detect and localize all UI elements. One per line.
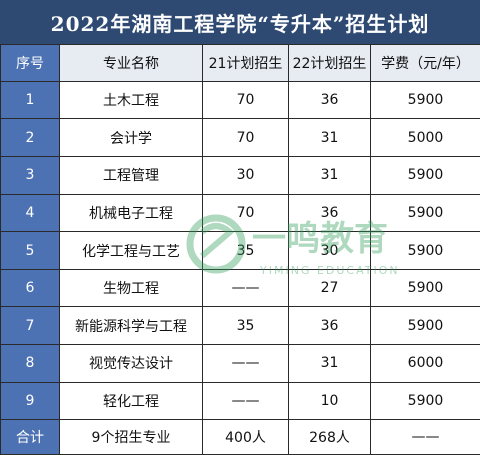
table-row: 1 土木工程 70 36 5900 xyxy=(0,80,480,120)
table-row: 3 工程管理 30 31 5900 xyxy=(0,155,480,195)
plan21-cell: 35 xyxy=(202,231,289,270)
total-row: 合计 9个招生专业 400人 268人 —— xyxy=(0,419,480,455)
major-name: 视觉传达设计 xyxy=(59,344,203,383)
plan22-cell: 31 xyxy=(288,155,371,195)
table-row: 8 视觉传达设计 —— 31 6000 xyxy=(0,344,480,383)
header-index: 序号 xyxy=(0,44,60,82)
plan21-cell: —— xyxy=(202,381,289,421)
fee-cell: 5900 xyxy=(370,155,480,195)
plan22-cell: 31 xyxy=(288,118,371,157)
total-plan22: 268人 xyxy=(288,419,371,455)
plan21-cell: 70 xyxy=(202,80,289,120)
header-major: 专业名称 xyxy=(59,44,203,82)
major-name: 化学工程与工艺 xyxy=(59,231,203,270)
row-index: 1 xyxy=(0,80,60,120)
major-name: 会计学 xyxy=(59,118,203,157)
table-row: 4 机械电子工程 70 36 5900 xyxy=(0,193,480,233)
major-name: 生物工程 xyxy=(59,268,203,308)
row-index: 2 xyxy=(0,118,60,157)
fee-cell: 5900 xyxy=(370,193,480,233)
major-name: 土木工程 xyxy=(59,80,203,120)
total-major-count: 9个招生专业 xyxy=(59,419,203,455)
major-name: 工程管理 xyxy=(59,155,203,195)
major-name: 新能源科学与工程 xyxy=(59,306,203,346)
plan22-cell: 10 xyxy=(288,381,371,421)
table-row: 9 轻化工程 —— 10 5900 xyxy=(0,381,480,421)
header-plan21: 21计划招生 xyxy=(202,44,289,82)
total-fee: —— xyxy=(370,419,480,455)
plan22-cell: 27 xyxy=(288,268,371,308)
plan21-cell: 35 xyxy=(202,306,289,346)
plan21-cell: 30 xyxy=(202,155,289,195)
row-index: 3 xyxy=(0,155,60,195)
plan22-cell: 30 xyxy=(288,231,371,270)
header-plan22: 22计划招生 xyxy=(288,44,371,82)
fee-cell: 5900 xyxy=(370,80,480,120)
fee-cell: 5900 xyxy=(370,268,480,308)
row-index: 9 xyxy=(0,381,60,421)
total-plan21: 400人 xyxy=(202,419,289,455)
plan22-cell: 36 xyxy=(288,80,371,120)
plan21-cell: —— xyxy=(202,344,289,383)
row-index: 4 xyxy=(0,193,60,233)
plan21-cell: —— xyxy=(202,268,289,308)
plan21-cell: 70 xyxy=(202,193,289,233)
total-label: 合计 xyxy=(0,419,60,455)
header-fee: 学费（元/年） xyxy=(370,44,480,82)
fee-cell: 6000 xyxy=(370,344,480,383)
table-row: 5 化学工程与工艺 35 30 5900 xyxy=(0,231,480,270)
table-row: 7 新能源科学与工程 35 36 5900 xyxy=(0,306,480,346)
fee-cell: 5900 xyxy=(370,306,480,346)
row-index: 5 xyxy=(0,231,60,270)
row-index: 7 xyxy=(0,306,60,346)
major-name: 轻化工程 xyxy=(59,381,203,421)
plan22-cell: 36 xyxy=(288,193,371,233)
fee-cell: 5900 xyxy=(370,381,480,421)
row-index: 8 xyxy=(0,344,60,383)
major-name: 机械电子工程 xyxy=(59,193,203,233)
table-row: 6 生物工程 —— 27 5900 xyxy=(0,268,480,308)
enrollment-table: 序号 专业名称 21计划招生 22计划招生 学费（元/年） 1 土木工程 70 … xyxy=(0,44,480,455)
sheet-title: 2022年湖南工程学院“专升本”招生计划 xyxy=(0,0,480,44)
header-row: 序号 专业名称 21计划招生 22计划招生 学费（元/年） xyxy=(0,44,480,82)
plan22-cell: 36 xyxy=(288,306,371,346)
fee-cell: 5000 xyxy=(370,118,480,157)
row-index: 6 xyxy=(0,268,60,308)
plan21-cell: 70 xyxy=(202,118,289,157)
plan22-cell: 31 xyxy=(288,344,371,383)
table-row: 2 会计学 70 31 5000 xyxy=(0,118,480,157)
fee-cell: 5900 xyxy=(370,231,480,270)
